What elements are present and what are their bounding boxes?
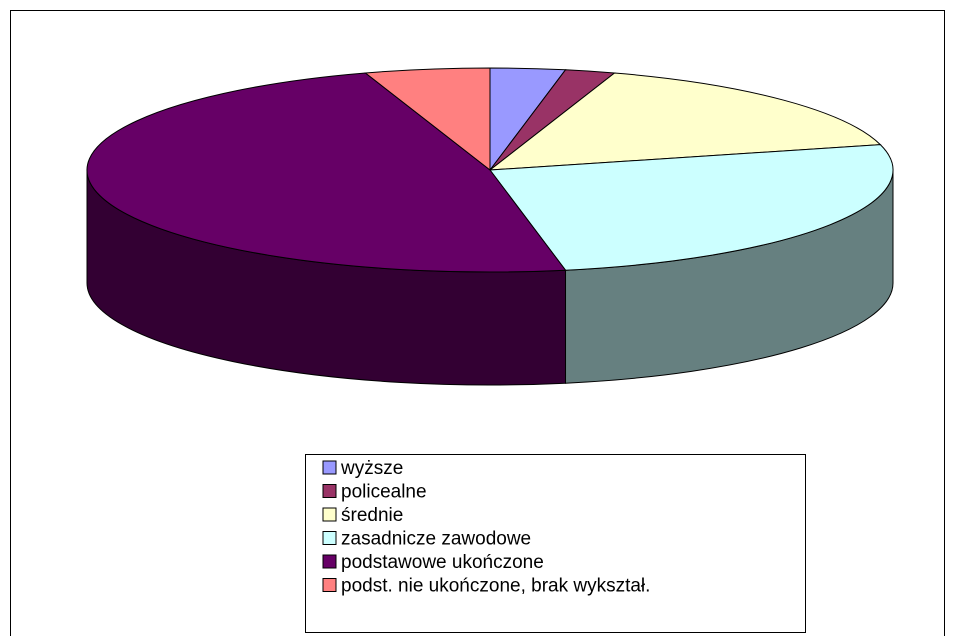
legend-swatch — [322, 484, 337, 498]
legend-label: wyższe — [340, 458, 403, 479]
legend-swatch — [322, 554, 337, 569]
legend-swatch — [322, 531, 337, 545]
legend-swatch — [322, 507, 337, 522]
slice — [488, 72, 882, 171]
legend-label: podstawowe ukończone — [341, 552, 544, 573]
legend-label: zasadnicze zawodowe — [341, 529, 531, 550]
slice — [86, 72, 567, 273]
chart-frame — [10, 10, 945, 636]
legend-swatch — [322, 460, 337, 475]
slice — [489, 144, 894, 271]
legend-label: średnie — [341, 505, 403, 526]
slice — [364, 67, 491, 172]
legend-label: podst. nie ukończone, brak wykształ. — [341, 576, 650, 597]
legend-label: policealne — [341, 482, 427, 503]
legend-swatch — [322, 578, 337, 592]
legend-box — [305, 454, 806, 633]
